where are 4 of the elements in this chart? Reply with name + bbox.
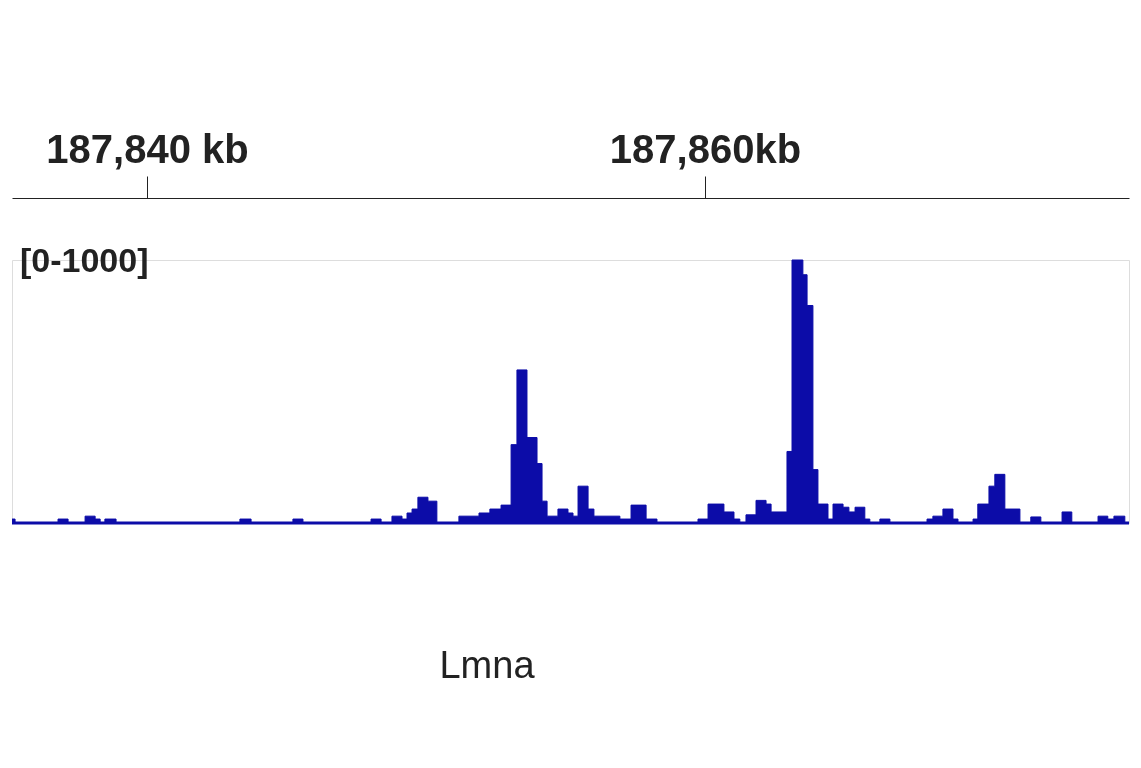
- annotation: [0-1000]: [20, 241, 149, 279]
- x-tick-label: 187,860kb: [609, 126, 802, 171]
- text: Lmna: [439, 644, 536, 686]
- x-tick-label: 187,840 kb: [46, 126, 249, 171]
